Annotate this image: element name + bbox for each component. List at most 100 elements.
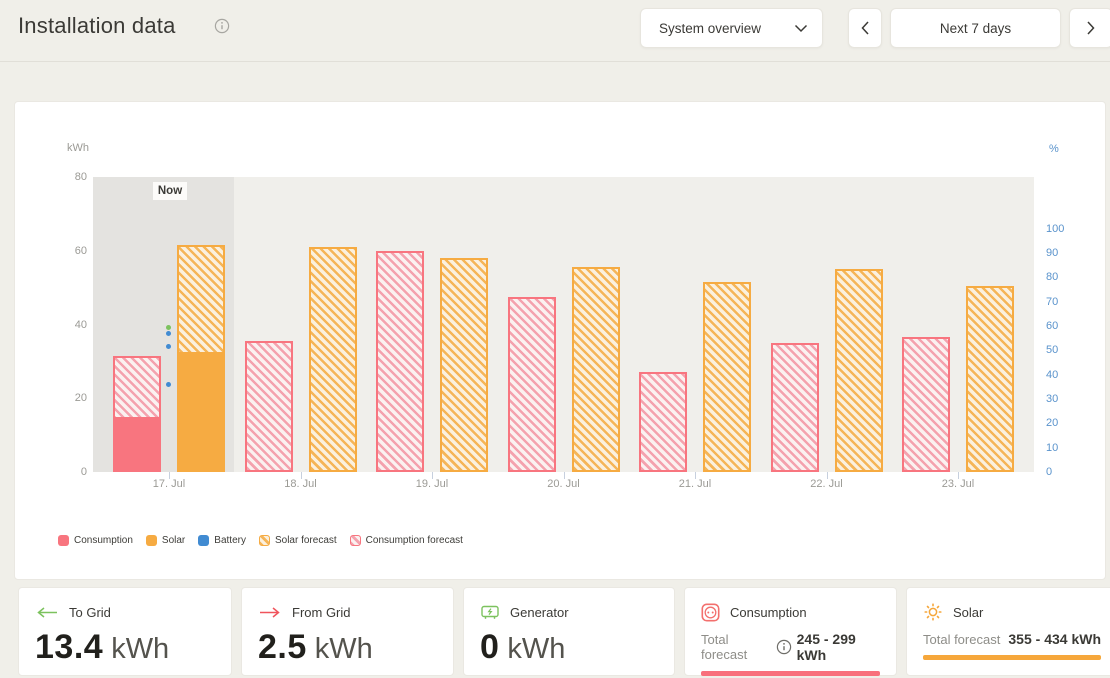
legend-swatch xyxy=(349,535,361,546)
x-tick-label-18: 18. Jul xyxy=(284,478,317,490)
solar-forecast-label: Total forecast xyxy=(923,631,1001,647)
y-right-tick-80: 80 xyxy=(1046,271,1059,284)
solar-bar-23-forecast-fill xyxy=(968,287,1012,470)
now-chip: Now xyxy=(153,182,187,200)
y-right-tick-10: 10 xyxy=(1046,441,1059,454)
y-right-tick-20: 20 xyxy=(1046,417,1059,430)
from-grid-value: 2.5 xyxy=(258,628,307,666)
consumption-bar-19-forecast-fill xyxy=(378,252,422,470)
consumption-forecast-bar xyxy=(701,671,880,676)
x-tick-label-17: 17. Jul xyxy=(152,478,186,490)
legend-label: Consumption xyxy=(74,535,133,546)
consumption-bar-20-forecast-fill xyxy=(509,298,554,470)
x-tick-mark xyxy=(563,472,565,479)
consumption-bar-17[interactable] xyxy=(113,355,161,472)
from-grid-label: From Grid xyxy=(292,604,351,620)
date-range-button[interactable]: Next 7 days xyxy=(890,8,1061,48)
x-tick-label-22: 22. Jul xyxy=(810,478,843,490)
solar-bar-22-forecast-fill xyxy=(836,271,881,470)
from-grid-unit: kWh xyxy=(314,633,373,665)
y-left-tick-20: 20 xyxy=(74,392,87,405)
green-marker-dot[interactable] xyxy=(165,324,171,330)
installation-chart-card: kWh % 0 20 40 60 80 0 10 20 30 40 50 60 70 80 90 100 N… xyxy=(14,101,1106,580)
legend-label: Consumption forecast xyxy=(365,535,463,546)
consumption-bar-18-forecast-fill xyxy=(246,343,291,470)
solar-bar-19-forecast-fill xyxy=(442,260,486,470)
solar-bar-21[interactable] xyxy=(703,282,751,472)
sun-icon xyxy=(923,602,943,622)
legend-swatch xyxy=(145,535,157,546)
view-selector-dropdown[interactable]: System overview xyxy=(640,8,823,48)
socket-icon xyxy=(701,602,720,622)
consumption-label: Consumption xyxy=(730,604,807,620)
solar-bar-18-forecast-fill xyxy=(310,249,355,470)
legend-swatch xyxy=(58,535,69,546)
legend-item-consumption-forecast[interactable]: Consumption forecast xyxy=(349,535,463,546)
solar-bar-19[interactable] xyxy=(440,258,488,472)
y-axis-left-unit: kWh xyxy=(67,142,89,154)
page-header: Installation data System overview Next 7… xyxy=(0,0,1110,62)
solar-forecast-bar xyxy=(923,655,1101,660)
chart-legend: Consumption Solar Battery Solar forecast Con… xyxy=(58,535,463,546)
consumption-bar-18[interactable] xyxy=(244,341,293,472)
chart-plot-area: Now xyxy=(93,177,1034,472)
solar-forecast-value: 355 - 434 kWh xyxy=(1008,631,1101,647)
y-right-tick-100: 100 xyxy=(1046,222,1065,235)
y-left-tick-40: 40 xyxy=(74,318,87,331)
legend-item-solar[interactable]: Solar xyxy=(145,535,186,546)
consumption-forecast-value: 245 - 299 kWh xyxy=(796,631,856,663)
date-range-label: Next 7 days xyxy=(939,20,1012,36)
consumption-bar-22-forecast-fill xyxy=(772,344,817,470)
solar-card: Solar Total forecast 355 - 434 kWh xyxy=(906,587,1110,676)
consumption-bar-19[interactable] xyxy=(376,250,424,472)
x-tick-label-20: 20. Jul xyxy=(547,478,580,490)
y-right-tick-30: 30 xyxy=(1046,392,1059,405)
chevron-left-icon xyxy=(860,20,870,36)
next-period-button[interactable] xyxy=(1069,8,1110,48)
solar-bar-18[interactable] xyxy=(308,247,357,472)
solar-bar-17-actual-fill xyxy=(179,352,223,470)
y-right-tick-60: 60 xyxy=(1046,319,1059,332)
prev-period-button[interactable] xyxy=(848,8,882,48)
to-grid-label: To Grid xyxy=(69,604,111,620)
battery-dot-1[interactable] xyxy=(165,344,171,350)
info-icon[interactable] xyxy=(776,639,792,655)
consumption-bar-21-forecast-fill xyxy=(641,374,685,470)
generator-card: Generator 0 kWh xyxy=(463,587,675,676)
consumption-bar-23-forecast-fill xyxy=(904,339,948,470)
battery-dot-2[interactable] xyxy=(165,381,171,387)
legend-item-solar-forecast[interactable]: Solar forecast xyxy=(258,535,337,546)
consumption-forecast-label: Total forecast xyxy=(701,632,748,662)
legend-swatch xyxy=(258,535,270,546)
y-axis-right-unit: % xyxy=(1049,143,1059,155)
battery-dot-0[interactable] xyxy=(165,330,171,336)
solar-bar-23[interactable] xyxy=(966,285,1014,472)
consumption-bar-21[interactable] xyxy=(639,372,687,472)
y-right-tick-70: 70 xyxy=(1046,295,1059,308)
legend-item-battery[interactable]: Battery xyxy=(198,535,246,546)
solar-bar-20-forecast-fill xyxy=(573,269,618,470)
consumption-bar-23[interactable] xyxy=(902,337,950,472)
to-grid-value: 13.4 xyxy=(35,628,104,666)
x-tick-mark xyxy=(826,472,828,479)
legend-label: Solar xyxy=(161,535,186,546)
title-info-icon[interactable] xyxy=(214,18,230,34)
solar-bar-22[interactable] xyxy=(834,269,883,472)
generator-icon xyxy=(480,603,500,621)
solar-bar-17[interactable] xyxy=(177,245,225,472)
generator-label: Generator xyxy=(510,604,569,620)
solar-label: Solar xyxy=(953,604,984,620)
x-tick-mark xyxy=(300,472,302,479)
chevron-right-icon xyxy=(1086,20,1096,36)
arrow-left-icon xyxy=(35,606,59,619)
y-right-tick-90: 90 xyxy=(1046,246,1059,259)
legend-item-consumption[interactable]: Consumption xyxy=(58,535,133,546)
to-grid-unit: kWh xyxy=(111,633,170,665)
x-tick-mark xyxy=(169,472,170,479)
solar-bar-20[interactable] xyxy=(571,267,620,472)
x-tick-mark xyxy=(958,472,959,479)
consumption-bar-22[interactable] xyxy=(770,342,819,472)
consumption-bar-20[interactable] xyxy=(507,296,556,472)
x-tick-label-21: 21. Jul xyxy=(678,478,712,490)
legend-swatch xyxy=(198,535,210,546)
